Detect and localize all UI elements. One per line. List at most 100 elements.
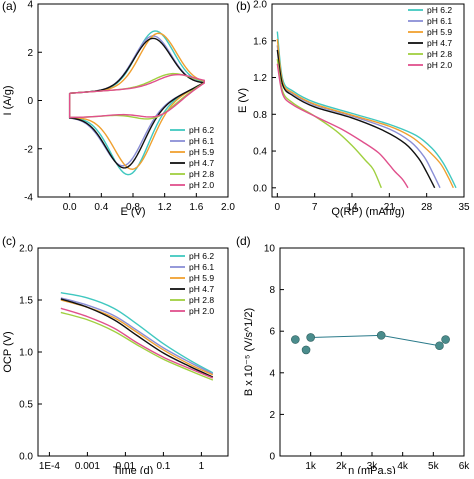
- legend-label: pH 5.9: [189, 147, 214, 157]
- x-tick-label: 1.6: [189, 202, 203, 213]
- x-tick-label: 2.0: [221, 202, 235, 213]
- y-axis-title: E (V): [237, 88, 249, 113]
- legend-label: pH 6.1: [189, 262, 214, 272]
- y-tick-label: 0.4: [253, 147, 267, 158]
- scatter-point: [306, 333, 315, 342]
- y-tick-label: 2.0: [19, 244, 33, 255]
- ocp-curve: [60, 298, 214, 378]
- discharge-curve: [276, 38, 454, 189]
- legend-label: pH 2.0: [427, 60, 452, 70]
- y-tick-label: 0.5: [19, 400, 33, 411]
- cv-curve: [68, 73, 205, 119]
- x-tick-label: 6k: [459, 461, 471, 472]
- scatter-point: [441, 335, 450, 344]
- x-tick-label: 0.001: [75, 461, 100, 472]
- panel-label: (d): [236, 234, 251, 248]
- trend-line: [310, 334, 440, 347]
- legend-label: pH 6.1: [189, 136, 214, 146]
- y-tick-label: 2.0: [253, 0, 267, 11]
- x-tick-label: 0.01: [116, 461, 136, 472]
- ocp-curve: [60, 297, 214, 375]
- x-tick-label: 0.8: [126, 202, 140, 213]
- plot-frame: [271, 3, 465, 198]
- y-tick-label: 6: [269, 327, 275, 338]
- discharge-curve: [276, 49, 436, 189]
- x-axis-title: η (mPa.s): [348, 465, 396, 474]
- legend-label: pH 5.9: [189, 273, 214, 283]
- legend-label: pH 6.2: [189, 125, 214, 135]
- ocp-curve: [60, 311, 214, 381]
- scatter-point: [291, 335, 300, 344]
- y-tick-label: 8: [269, 285, 275, 296]
- x-axis-title: Time (d): [113, 465, 154, 474]
- y-tick-label: 4: [27, 0, 33, 11]
- y-tick-label: 0.0: [253, 183, 267, 194]
- y-tick-label: -4: [24, 193, 33, 204]
- discharge-curve: [276, 63, 409, 189]
- y-tick-label: 0: [269, 452, 275, 463]
- cv-curve: [68, 72, 205, 120]
- x-tick-label: 21: [384, 202, 396, 213]
- y-axis-title: B x 10⁻⁵ (V/s^1/2): [243, 308, 255, 396]
- x-tick-label: 0.1: [156, 461, 170, 472]
- x-tick-label: 1: [199, 461, 205, 472]
- y-tick-label: 4: [269, 368, 275, 379]
- x-tick-label: 5k: [428, 461, 440, 472]
- ocp-curve: [60, 307, 214, 379]
- x-tick-label: 1.2: [158, 202, 172, 213]
- legend-label: pH 6.2: [427, 5, 452, 15]
- x-tick-label: 28: [421, 202, 433, 213]
- panel-label: (a): [2, 0, 17, 13]
- panel-a-cv-chart: 0.0 0.4 0.8 1.2 1.6 2.0 -4 -2 0 2 4 (a) E (V) I (A/g)…: [2, 0, 235, 218]
- legend-label: pH 2.8: [189, 169, 214, 179]
- x-tick-label: 14: [346, 202, 358, 213]
- x-tick-label: 0.4: [94, 202, 108, 213]
- y-tick-label: 2: [269, 410, 275, 421]
- cv-curve: [68, 37, 205, 169]
- legend-label: pH 6.2: [189, 251, 214, 261]
- y-axis-title: OCP (V): [2, 331, 14, 372]
- discharge-curve: [276, 31, 457, 189]
- ocp-curve: [60, 292, 214, 374]
- y-axis-title: I (A/g): [2, 86, 14, 116]
- y-tick-label: 2: [27, 48, 33, 59]
- x-tick-label: 7: [312, 202, 318, 213]
- x-tick-label: 1k: [305, 461, 317, 472]
- panel-label: (c): [2, 234, 16, 248]
- discharge-curve: [276, 59, 382, 189]
- x-tick-label: 3k: [367, 461, 379, 472]
- panel-label: (b): [236, 0, 251, 13]
- x-tick-label: 1E-4: [39, 461, 61, 472]
- x-axis-title: E (V): [120, 206, 145, 218]
- legend-label: pH 2.8: [427, 49, 452, 59]
- legend-label: pH 4.7: [189, 158, 214, 168]
- legend-label: pH 2.8: [189, 295, 214, 305]
- y-tick-label: -2: [24, 144, 33, 155]
- scatter-point: [301, 345, 311, 355]
- legend-label: pH 2.0: [189, 180, 214, 190]
- panel-d-scatter-chart: 1k 2k 3k 4k 5k 6k 0 2 4 6 8 10 (d) η (mPa.s) B x 10⁻⁵ …: [236, 234, 471, 477]
- x-tick-label: 0.0: [63, 202, 77, 213]
- legend-label: pH 4.7: [427, 38, 452, 48]
- y-tick-label: 1.6: [253, 36, 267, 47]
- legend-label: pH 4.7: [189, 284, 214, 294]
- y-tick-label: 10: [264, 244, 276, 255]
- x-tick-label: 4k: [397, 461, 409, 472]
- legend-label: pH 2.0: [189, 306, 214, 316]
- y-tick-label: 0: [27, 96, 33, 107]
- panel-c-ocp-chart: 1E-4 0.001 0.01 0.1 1 0.0 0.5 1.0 1.5 2.0(c) Time …: [2, 234, 229, 477]
- x-tick-label: 2k: [336, 461, 348, 472]
- x-axis-title: Q(RP) (mAh/g): [331, 206, 404, 218]
- legend-label: pH 5.9: [427, 27, 452, 37]
- legend-label: pH 6.1: [427, 16, 452, 26]
- y-tick-label: 0.0: [19, 452, 33, 463]
- x-tick-label: 35: [458, 202, 470, 213]
- y-tick-label: 0.8: [253, 110, 267, 121]
- y-tick-label: 1.0: [19, 348, 33, 359]
- scatter-point: [435, 341, 444, 351]
- x-tick-label: 0: [275, 202, 281, 213]
- y-tick-label: 1.5: [19, 296, 33, 307]
- scatter-point: [376, 331, 386, 340]
- panel-b-discharge-chart: 0 7 14 21 28 35 0.0 0.4 0.8 1.2 1.6 2.0(b) Q(RP) (mA…: [236, 0, 470, 218]
